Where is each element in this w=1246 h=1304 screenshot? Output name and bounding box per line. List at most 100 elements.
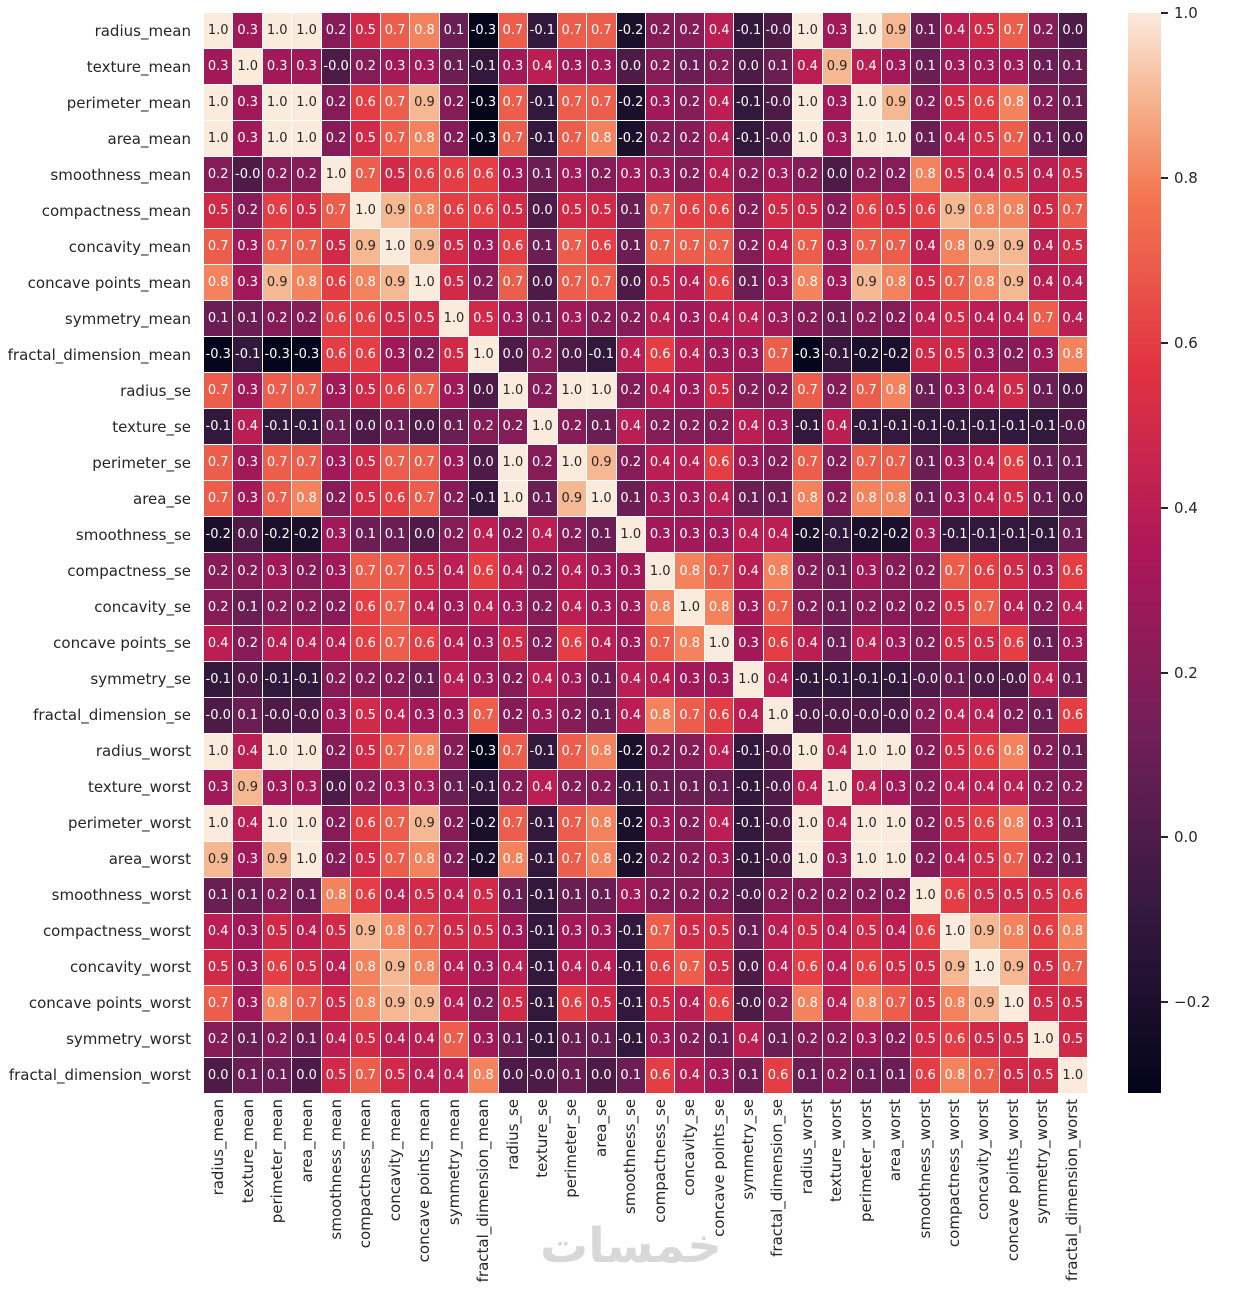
heatmap-cell: 1.0 — [793, 841, 822, 877]
heatmap-cell: 0.3 — [999, 49, 1029, 85]
heatmap-cell: 0.9 — [881, 13, 911, 49]
heatmap-cell: 0.3 — [616, 553, 645, 589]
heatmap-cell: 0.0 — [587, 1057, 616, 1093]
heatmap-cell: 0.3 — [498, 49, 528, 85]
heatmap-cell: 0.7 — [646, 229, 675, 265]
heatmap-cell: 0.6 — [351, 877, 380, 913]
heatmap-cell: 0.9 — [999, 229, 1029, 265]
heatmap-cell: 0.7 — [793, 445, 822, 481]
heatmap-cell: 0.7 — [793, 229, 822, 265]
col-label: symmetry_se — [734, 1099, 763, 1299]
heatmap-cell: 0.6 — [940, 1021, 970, 1057]
heatmap-cell: -0.2 — [292, 517, 321, 553]
heatmap-cell: -0.2 — [204, 517, 233, 553]
heatmap-cell: -0.1 — [204, 661, 233, 697]
heatmap-cell: 0.2 — [233, 193, 262, 229]
heatmap-cell: 0.7 — [204, 229, 233, 265]
heatmap-cell: -0.0 — [881, 697, 911, 733]
heatmap-cell: -0.1 — [734, 841, 763, 877]
heatmap-cell: 0.6 — [469, 157, 498, 193]
heatmap-cell: 0.3 — [410, 697, 439, 733]
heatmap-cell: 0.3 — [233, 229, 262, 265]
heatmap-cell: -0.1 — [528, 913, 557, 949]
heatmap-cell: 0.3 — [940, 49, 970, 85]
heatmap-cell: 0.2 — [675, 805, 704, 841]
heatmap-cell: 0.6 — [557, 625, 587, 661]
heatmap-cell: 0.2 — [675, 13, 704, 49]
heatmap-cell: 0.1 — [233, 589, 262, 625]
heatmap-cell: 0.2 — [911, 625, 940, 661]
heatmap-cell: 0.1 — [763, 481, 793, 517]
heatmap-cell: 0.3 — [233, 445, 262, 481]
heatmap-cell: 0.6 — [262, 193, 292, 229]
heatmap-cell: 0.9 — [881, 85, 911, 121]
heatmap-cell: 0.5 — [999, 1057, 1029, 1093]
heatmap-cell: 0.3 — [1029, 553, 1058, 589]
heatmap-cell: 0.2 — [734, 229, 763, 265]
row-label: concave points_se — [53, 634, 191, 652]
col-label: perimeter_worst — [852, 1099, 881, 1299]
heatmap-cell: -0.1 — [822, 517, 852, 553]
heatmap-cell: 0.2 — [557, 769, 587, 805]
heatmap-cell: 0.7 — [204, 481, 233, 517]
heatmap-cell: -0.1 — [734, 769, 763, 805]
row-label: radius_se — [120, 382, 191, 400]
heatmap-cell: 0.2 — [793, 589, 822, 625]
heatmap-cell: 0.3 — [822, 85, 852, 121]
heatmap-cell: 0.8 — [911, 157, 940, 193]
heatmap-cell: 0.3 — [498, 301, 528, 337]
heatmap-cell: 0.5 — [410, 553, 439, 589]
heatmap-cell: 0.7 — [793, 373, 822, 409]
heatmap-cell: 0.1 — [1058, 85, 1087, 121]
row-label: perimeter_mean — [66, 94, 191, 112]
heatmap-cell: 0.4 — [616, 337, 645, 373]
heatmap-cell: 0.9 — [351, 913, 380, 949]
heatmap-cell: 0.3 — [233, 985, 262, 1021]
col-label-text: concavity_mean — [385, 1099, 404, 1222]
col-label: concavity_worst — [969, 1099, 998, 1299]
heatmap-cell: 0.7 — [498, 121, 528, 157]
heatmap-cell: 0.6 — [351, 337, 380, 373]
heatmap-cell: 1.0 — [262, 733, 292, 769]
heatmap-cell: 0.2 — [822, 445, 852, 481]
heatmap-cell: 0.2 — [911, 769, 940, 805]
heatmap-cell: -0.1 — [292, 409, 321, 445]
heatmap-cell: 0.4 — [1029, 265, 1058, 301]
heatmap-cell: 0.0 — [616, 49, 645, 85]
heatmap-cell: 0.7 — [970, 1057, 999, 1093]
heatmap-cell: 0.1 — [1058, 805, 1087, 841]
y-axis-labels: radius_mean texture_mean perimeter_mean are… — [0, 13, 197, 1093]
heatmap-cell: 0.2 — [911, 697, 940, 733]
heatmap-cell: -0.1 — [793, 409, 822, 445]
colorbar-tick-mark — [1161, 341, 1168, 344]
heatmap-cell: 0.5 — [439, 337, 469, 373]
heatmap-cell: 0.5 — [587, 193, 616, 229]
heatmap-cell: 0.3 — [734, 337, 763, 373]
heatmap-cell: 0.8 — [587, 733, 616, 769]
col-label-text: perimeter_mean — [268, 1099, 287, 1224]
heatmap-cell: 0.1 — [321, 409, 351, 445]
heatmap-cell: -0.0 — [763, 121, 793, 157]
heatmap-cell: 0.7 — [204, 373, 233, 409]
heatmap-cell: 0.2 — [763, 877, 793, 913]
heatmap-cell: 0.4 — [822, 409, 852, 445]
heatmap-cell: 0.0 — [1058, 121, 1087, 157]
heatmap-cell: 0.5 — [1029, 193, 1058, 229]
heatmap-cell: 0.5 — [498, 193, 528, 229]
heatmap-cell: 0.3 — [557, 49, 587, 85]
heatmap-cell: -0.1 — [822, 661, 852, 697]
row-label: area_worst — [108, 850, 191, 868]
heatmap-cell: 1.0 — [587, 481, 616, 517]
heatmap-cell: 1.0 — [587, 373, 616, 409]
heatmap-cell: 0.2 — [321, 85, 351, 121]
heatmap-cell: 1.0 — [793, 13, 822, 49]
heatmap-cell: -0.1 — [528, 13, 557, 49]
heatmap-cell: 0.7 — [351, 157, 380, 193]
heatmap-cell: 1.0 — [999, 985, 1029, 1021]
heatmap-cell: 0.2 — [528, 337, 557, 373]
col-label-text: fractal_dimension_se — [768, 1099, 787, 1257]
heatmap-cell: 0.4 — [822, 805, 852, 841]
heatmap-cell: 0.2 — [822, 481, 852, 517]
heatmap-cell: 0.1 — [822, 301, 852, 337]
heatmap-cell: 1.0 — [292, 121, 321, 157]
